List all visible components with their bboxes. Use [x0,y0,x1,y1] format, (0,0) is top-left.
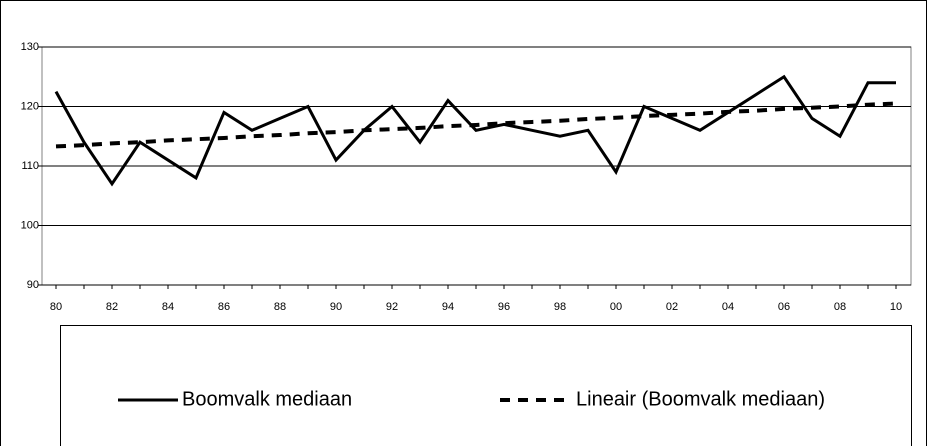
legend-label: Lineair (Boomvalk mediaan) [576,388,825,410]
x-tick-label: 82 [106,301,118,313]
series-line [55,101,897,149]
y-tick-label: 120 [21,100,39,112]
x-tick-label: 06 [778,301,790,313]
y-tick-label: 90 [27,279,39,291]
x-tick-label: 04 [722,301,734,313]
x-tick-label: 02 [666,301,678,313]
x-tick-label: 00 [610,301,622,313]
series-line [54,74,896,187]
y-tick-label: 130 [21,41,39,53]
x-tick-label: 84 [162,301,174,313]
legend-label: Boomvalk mediaan [182,388,352,410]
x-tick-label: 96 [498,301,510,313]
x-tick-label: 88 [274,301,286,313]
x-tick-label: 10 [890,301,902,313]
x-tick-label: 08 [834,301,846,313]
x-tick-label: 80 [50,301,62,313]
legend-box [60,325,912,446]
y-tick-label: 100 [21,219,39,231]
x-tick-label: 90 [330,301,342,313]
y-tick-label: 110 [21,160,39,172]
x-tick-label: 92 [386,301,398,313]
x-tick-label: 98 [554,301,566,313]
x-tick-label: 86 [218,301,230,313]
x-tick-label: 94 [442,301,454,313]
